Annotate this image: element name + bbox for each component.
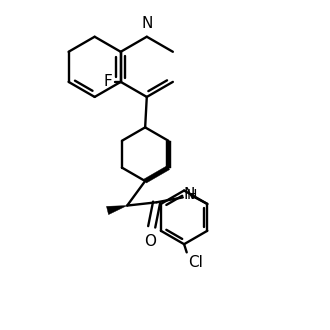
Text: H: H <box>187 188 197 202</box>
Text: N: N <box>141 16 152 31</box>
Polygon shape <box>144 166 170 183</box>
Text: O: O <box>144 234 156 249</box>
Polygon shape <box>107 206 127 214</box>
Text: N: N <box>184 187 195 202</box>
Text: F: F <box>104 74 113 89</box>
Polygon shape <box>166 141 171 168</box>
Text: Cl: Cl <box>188 255 203 270</box>
